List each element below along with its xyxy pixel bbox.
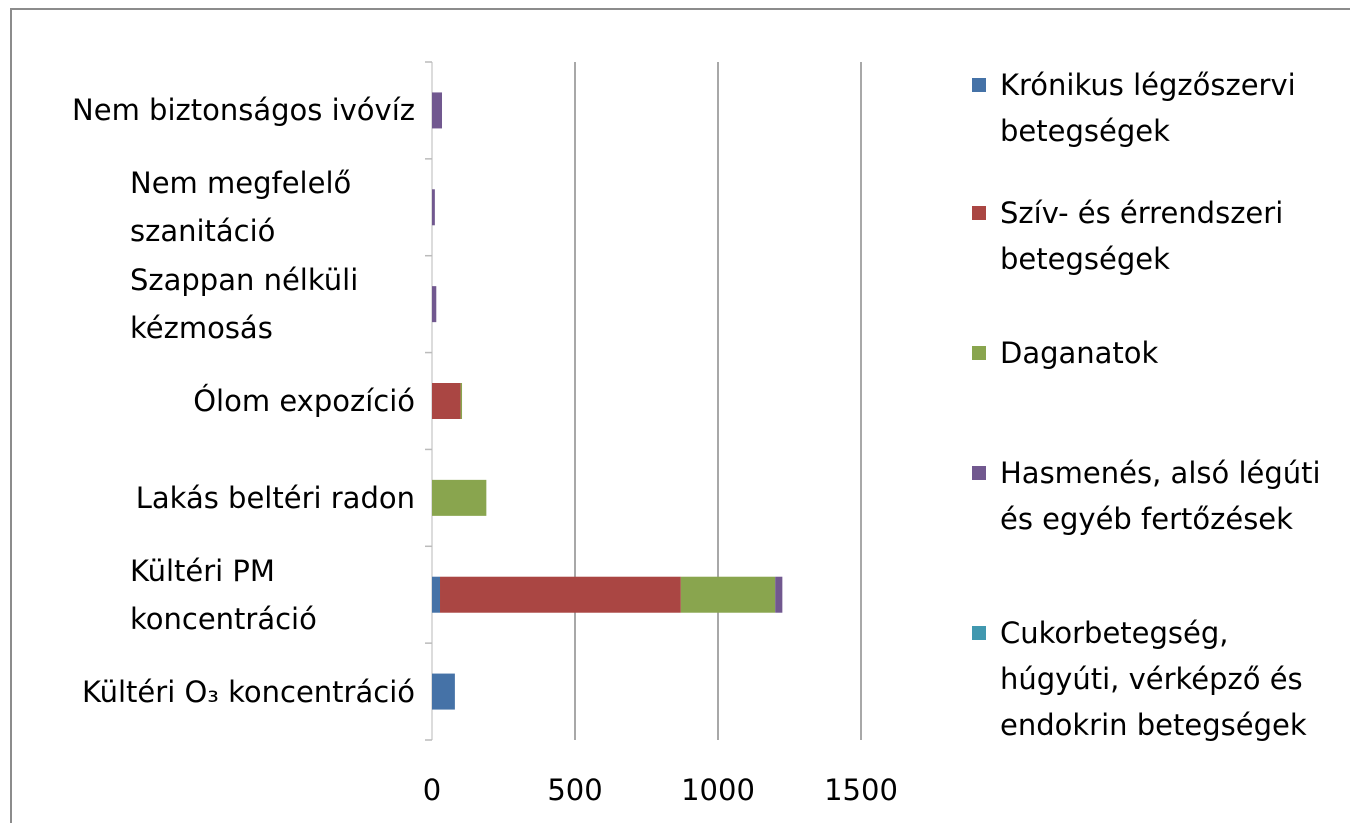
legend-label: Krónikus légzőszervi betegségek [1000, 68, 1296, 148]
category-label: Kültéri PM koncentráció [130, 553, 317, 636]
bar-segment [775, 576, 783, 613]
category-label: Szappan nélküli kézmosás [130, 263, 359, 346]
bar-segment [432, 286, 437, 323]
legend-swatch [972, 466, 986, 480]
bar-segment [432, 576, 441, 613]
bar-segment [432, 92, 443, 129]
bar-segment [432, 189, 435, 226]
category-label: Nem megfelelő szanitáció [130, 166, 352, 249]
bar-segment [432, 383, 461, 419]
category-label: Kültéri O₃ koncentráció [82, 674, 415, 709]
legend-swatch [972, 626, 986, 640]
x-tick-label: 1000 [681, 773, 755, 807]
bar-segment [432, 479, 487, 516]
legend-label: Cukorbetegség, húgyúti, vérképző és endo… [1000, 616, 1307, 742]
legend-swatch [972, 346, 986, 360]
legend-label: Daganatok [1000, 336, 1159, 370]
category-label: Ólom expozíció [193, 384, 415, 418]
frame [10, 8, 1350, 823]
legend-swatch [972, 206, 986, 220]
legend-label: Szív- és érrendszeri betegségek [1000, 196, 1284, 276]
x-tick-label: 500 [547, 773, 602, 807]
bar-segment [440, 576, 681, 613]
category-label: Nem biztonságos ivóvíz [72, 93, 415, 128]
bar-segment [680, 576, 776, 613]
legend-label: Hasmenés, alsó légúti és egyéb fertőzése… [1000, 456, 1321, 536]
x-tick-label: 0 [423, 773, 441, 807]
x-tick-label: 1500 [824, 773, 898, 807]
bar-segment [432, 673, 455, 710]
bar-segment [460, 383, 463, 419]
category-label: Lakás beltéri radon [135, 480, 415, 515]
legend-swatch [972, 78, 986, 92]
